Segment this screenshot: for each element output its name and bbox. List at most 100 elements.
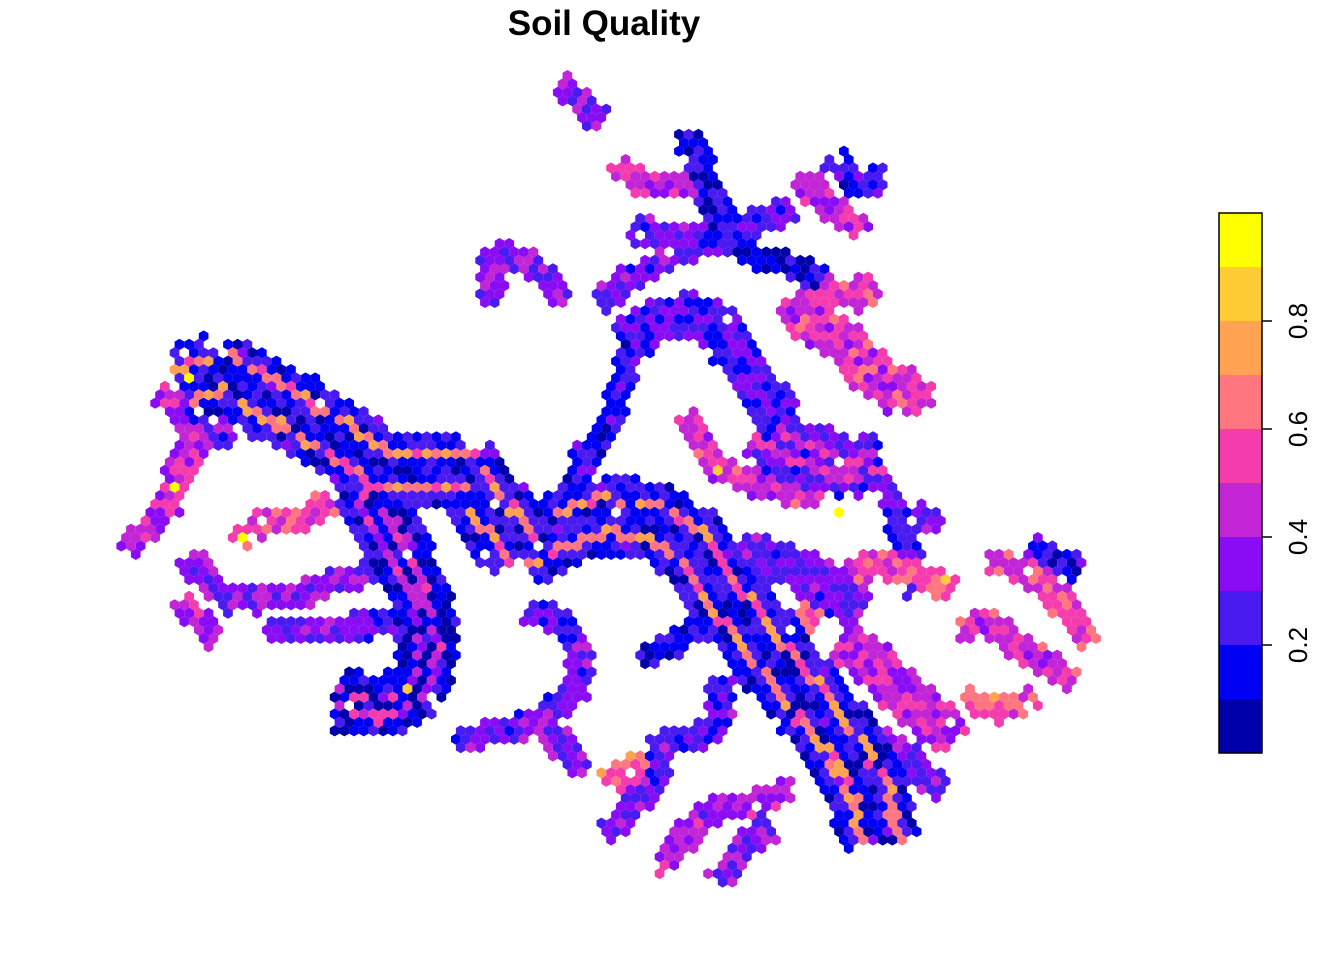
hex-cell [174,439,185,451]
hex-cell [640,658,650,670]
hex-cell [397,473,408,485]
hex-cell [363,683,374,695]
hex-cell [766,422,776,434]
hex-cell [349,422,359,434]
hex-cell [577,683,587,695]
hex-cell [679,254,689,266]
hex-cell [586,515,597,527]
hex-cell [649,506,660,518]
hex-cell [174,422,185,434]
hex-cell [800,683,810,695]
hex-cell [528,515,539,527]
hex-cell [504,557,515,569]
hex-cell [499,498,510,510]
hex-cell [683,431,694,443]
hex-cell [659,490,670,502]
hex-cell [693,716,704,728]
hex-cell [829,750,839,762]
hex-cell [354,481,364,493]
hex-cell [174,389,185,401]
hex-cell [441,632,451,644]
hex-cell [1018,691,1029,703]
hex-cell [887,683,898,695]
hex-cell [926,767,936,779]
hex-cell [805,691,815,703]
hex-cell [858,582,869,594]
hex-cell [300,523,311,535]
hex-cell [499,280,510,292]
hex-cell [266,380,277,392]
hex-cell [286,515,296,527]
hex-cell [227,364,238,376]
hex-cell [795,557,806,569]
hex-cell [480,733,490,745]
hex-cell [601,506,612,518]
hex-cell [693,582,704,594]
hex-cell [1066,590,1077,602]
hex-cell [848,599,859,611]
hex-cell [310,406,321,418]
hex-cell [397,607,408,619]
hex-cell [402,515,413,527]
hex-cell [824,792,835,804]
hex-cell [824,725,835,737]
hex-cell [863,355,873,367]
hex-cell [839,364,849,376]
hex-cell [407,456,418,468]
hex-cell [683,145,694,157]
hex-cell [683,515,694,527]
hex-cell [446,490,456,502]
hex-cell [712,313,723,325]
hex-cell [761,649,772,661]
hex-cell [906,750,917,762]
hex-cell [1066,557,1077,569]
hex-cell [562,691,573,703]
hex-cell [572,103,582,115]
hex-cell [761,380,772,392]
hex-cell [950,725,961,737]
hex-cell [790,632,801,644]
hex-cell [596,817,607,829]
hex-cell [572,691,582,703]
hex-cell [669,540,679,552]
hex-cell [358,691,369,703]
hex-cell [305,380,316,392]
hex-cell [703,196,713,208]
hex-cell [848,565,859,577]
hex-cell [402,700,413,712]
hex-cell [756,842,767,854]
hex-cell [756,809,767,821]
hex-cell [693,548,704,560]
hex-cell [174,557,185,569]
hex-cell [722,212,733,224]
hex-cell [669,322,679,334]
hex-cell [756,540,767,552]
hex-cell [460,464,471,476]
hex-cell [349,574,359,586]
hex-cell [848,700,859,712]
hex-cell [708,204,718,216]
hex-cell [805,288,815,300]
hex-cell [693,448,704,460]
hex-cell [645,179,655,191]
hex-cell [189,380,199,392]
hex-cell [528,599,539,611]
hex-cell [795,288,806,300]
hex-cell [431,565,442,577]
hex-cell [674,313,684,325]
hex-cell [388,574,398,586]
hex-cell [649,170,660,182]
hex-cell [577,515,587,527]
hex-cell [601,389,612,401]
hex-cell [873,775,883,787]
hex-cell [882,557,893,569]
hex-cell [717,641,728,653]
hex-cell [664,649,675,661]
hex-cell [1042,548,1053,560]
hex-cell [795,708,806,720]
hex-cell [407,490,418,502]
hex-cell [184,590,194,602]
hex-cell [902,540,912,552]
hex-cell [169,599,180,611]
hex-cell [489,280,500,292]
